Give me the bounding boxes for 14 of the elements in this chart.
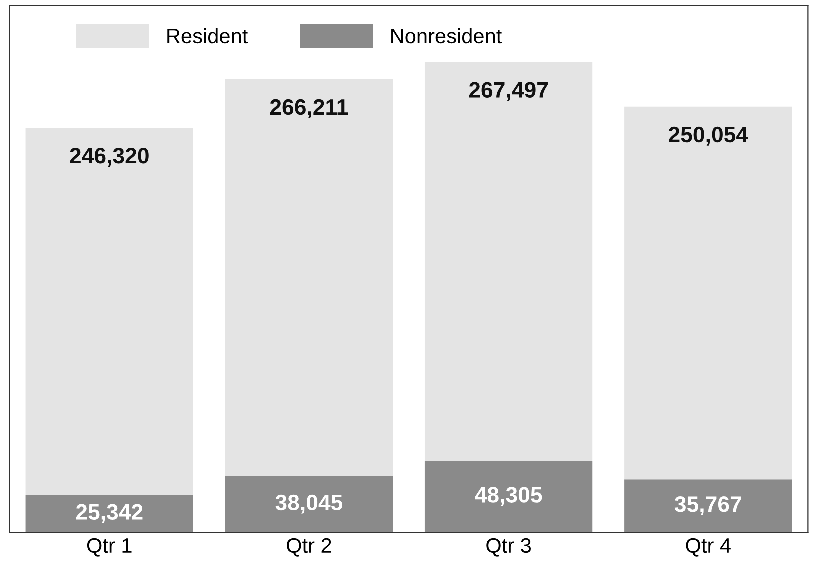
data-label: 246,320 bbox=[70, 148, 149, 167]
legend-label: Nonresident bbox=[392, 28, 502, 44]
legend-label: Resident bbox=[168, 28, 248, 44]
x-tick-label: Qtr 3 bbox=[486, 538, 532, 557]
x-tick-label: Qtr 4 bbox=[686, 538, 731, 557]
data-label: 25,342 bbox=[76, 504, 143, 524]
data-label: 267,497 bbox=[469, 82, 548, 102]
data-label: 48,305 bbox=[475, 487, 542, 506]
data-label: 38,045 bbox=[276, 494, 343, 514]
x-tick-label: Qtr 2 bbox=[287, 538, 332, 557]
data-label: 250,054 bbox=[669, 126, 748, 146]
x-tick-label: Qtr 1 bbox=[87, 538, 132, 557]
data-label: 35,767 bbox=[674, 496, 742, 516]
data-label: 266,211 bbox=[270, 99, 348, 118]
